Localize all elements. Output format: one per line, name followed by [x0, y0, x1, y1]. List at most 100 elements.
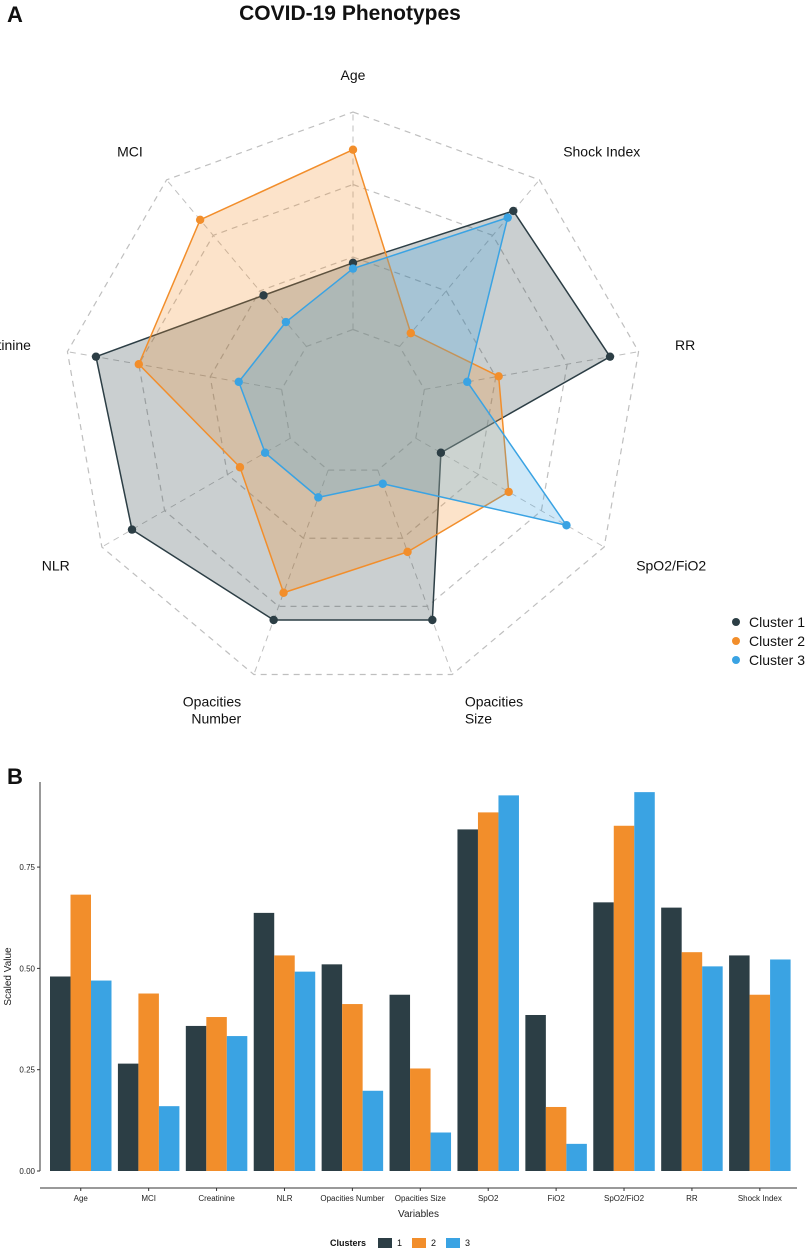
radar-point-cluster-1-7	[92, 352, 100, 360]
bar-0-cluster-2	[71, 895, 92, 1171]
radar-point-cluster-1-2	[606, 352, 614, 360]
bar-chart: 0.00 0.25 0.50 0.75 Age MCI Creatinine NLR Opaci…	[0, 760, 810, 1230]
legend-cluster-3-dot	[732, 656, 740, 664]
bar-2-cluster-3	[227, 1036, 248, 1171]
bar-3-cluster-1	[254, 913, 275, 1171]
bar-8-cluster-1	[593, 902, 614, 1171]
bar-y-tick-label-0: 0.00	[19, 1167, 35, 1176]
radar-point-cluster-1-5	[269, 616, 277, 624]
bar-3-cluster-2	[274, 955, 295, 1171]
bar-0-cluster-3	[91, 981, 112, 1171]
radar-point-cluster-2-8	[196, 216, 204, 224]
bar-legend-swatch-1	[378, 1238, 392, 1248]
bar-x-tick-label-1: MCI	[141, 1194, 156, 1203]
radar-point-cluster-3-0	[349, 264, 357, 272]
bar-x-tick-label-6: SpO2	[478, 1194, 499, 1203]
legend-cluster-2-label: Cluster 2	[749, 633, 805, 649]
bar-1-cluster-2	[138, 994, 159, 1171]
bar-x-tick-label-8: SpO2/FiO2	[604, 1194, 645, 1203]
bar-legend-title: Clusters	[330, 1238, 366, 1248]
bar-x-tick-label-7: FiO2	[547, 1194, 565, 1203]
bar-0-cluster-1	[50, 977, 71, 1172]
bar-x-tick-label-2: Creatinine	[198, 1194, 235, 1203]
bar-6-cluster-3	[498, 795, 519, 1171]
legend-cluster-2: Cluster 2	[732, 631, 805, 650]
bar-1-cluster-1	[118, 1064, 139, 1171]
radar-point-cluster-3-1	[504, 213, 512, 221]
bar-x-axis-title: Variables	[398, 1209, 439, 1220]
radar-point-cluster-1-1	[509, 207, 517, 215]
bar-10-cluster-1	[729, 955, 750, 1171]
bar-x-tick-label-9: RR	[686, 1194, 698, 1203]
radar-point-cluster-2-0	[349, 146, 357, 154]
bar-1-cluster-3	[159, 1106, 180, 1171]
radar-point-cluster-3-5	[314, 493, 322, 501]
bar-y-tick-label-3: 0.75	[19, 863, 35, 872]
bar-legend: Clusters 1 2 3	[0, 1238, 810, 1248]
radar-axis-label-2: RR	[675, 337, 695, 353]
bar-4-cluster-1	[322, 964, 343, 1171]
bar-6-cluster-2	[478, 812, 499, 1171]
radar-point-cluster-3-4	[379, 480, 387, 488]
bar-2-cluster-1	[186, 1026, 207, 1171]
bar-8-cluster-2	[614, 826, 635, 1171]
bar-y-tick-label-2: 0.50	[19, 964, 35, 973]
bar-x-tick-label-4: Opacities Number	[320, 1194, 384, 1203]
bar-legend-label-2: 2	[431, 1238, 436, 1248]
radar-point-cluster-3-6	[261, 449, 269, 457]
bar-9-cluster-1	[661, 908, 682, 1171]
bar-4-cluster-2	[342, 1004, 363, 1171]
radar-point-cluster-1-4	[428, 616, 436, 624]
radar-axis-label-5: Opacities Number	[183, 693, 242, 726]
radar-axis-label-6: NLR	[42, 558, 70, 574]
bar-x-tick-label-0: Age	[74, 1194, 89, 1203]
radar-point-cluster-2-5	[279, 589, 287, 597]
bar-4-cluster-3	[363, 1091, 384, 1171]
bar-x-tick-label-3: NLR	[276, 1194, 292, 1203]
bar-7-cluster-2	[546, 1107, 567, 1171]
radar-axis-label-3: SpO2/FiO2	[636, 558, 706, 574]
legend-cluster-1-label: Cluster 1	[749, 614, 805, 630]
bar-2-cluster-2	[206, 1017, 227, 1171]
radar-legend: Cluster 1 Cluster 2 Cluster 3	[732, 612, 805, 669]
bar-5-cluster-2	[410, 1068, 431, 1171]
legend-cluster-3-label: Cluster 3	[749, 652, 805, 668]
radar-point-cluster-2-7	[135, 360, 143, 368]
bar-legend-swatch-3	[446, 1238, 460, 1248]
radar-point-cluster-3-3	[562, 521, 570, 529]
bar-9-cluster-3	[702, 966, 723, 1171]
bar-legend-key-3: 3	[446, 1238, 470, 1248]
bar-legend-label-1: 1	[397, 1238, 402, 1248]
bar-x-tick-label-10: Shock Index	[738, 1194, 782, 1203]
radar-point-cluster-2-6	[236, 463, 244, 471]
radar-point-cluster-2-1	[407, 329, 415, 337]
radar-axis-label-1: Shock Index	[563, 144, 640, 160]
bar-legend-key-2: 2	[412, 1238, 436, 1248]
bar-legend-key-1: 1	[378, 1238, 402, 1248]
bar-y-tick-label-1: 0.25	[19, 1066, 35, 1075]
bar-legend-label-3: 3	[465, 1238, 470, 1248]
bar-7-cluster-3	[566, 1144, 587, 1171]
radar-chart: Age Shock Index RR SpO2/FiO2 Opacities Size Op…	[0, 0, 810, 745]
legend-cluster-3: Cluster 3	[732, 650, 805, 669]
bar-x-tick-label-5: Opacities Size	[395, 1194, 447, 1203]
radar-axis-label-8: MCI	[117, 144, 143, 160]
bar-10-cluster-3	[770, 959, 791, 1171]
radar-axis-label-4: Opacities Size	[465, 693, 523, 726]
bar-y-axis-title: Scaled Value	[3, 947, 14, 1006]
radar-axis-label-7: Creatinine	[0, 337, 31, 353]
radar-point-cluster-3-2	[463, 378, 471, 386]
bar-9-cluster-2	[682, 952, 703, 1171]
radar-point-cluster-1-3	[437, 449, 445, 457]
radar-point-cluster-2-2	[494, 372, 502, 380]
bar-5-cluster-1	[390, 995, 411, 1171]
bar-legend-swatch-2	[412, 1238, 426, 1248]
radar-point-cluster-2-4	[403, 548, 411, 556]
bar-8-cluster-3	[634, 792, 655, 1171]
legend-cluster-1: Cluster 1	[732, 612, 805, 631]
bar-5-cluster-3	[431, 1133, 452, 1171]
legend-cluster-2-dot	[732, 637, 740, 645]
radar-point-cluster-1-8	[259, 291, 267, 299]
legend-cluster-1-dot	[732, 618, 740, 626]
bar-7-cluster-1	[525, 1015, 546, 1171]
